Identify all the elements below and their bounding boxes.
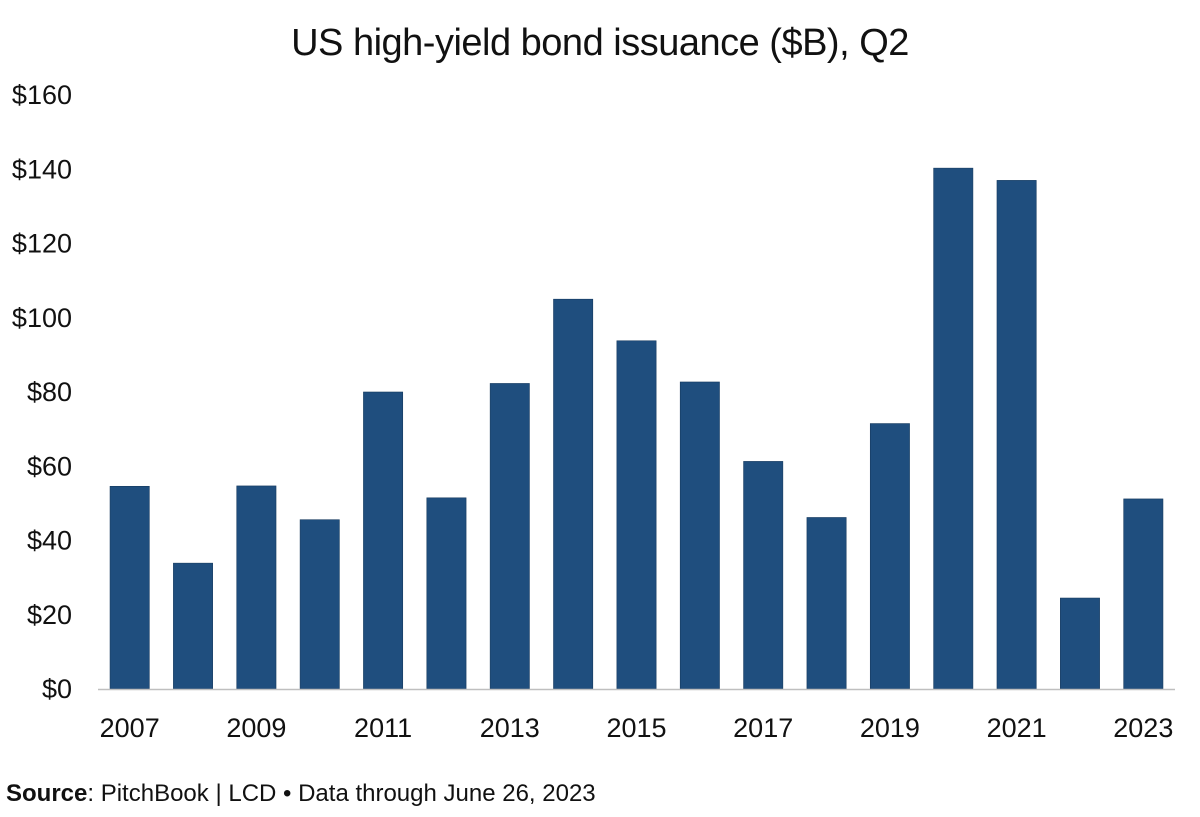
x-tick-label: 2011 [354,713,412,743]
y-tick-label: $40 [27,526,72,556]
chart-title: US high-yield bond issuance ($B), Q2 [291,22,909,64]
bar-2011 [363,391,404,690]
bar-2019 [869,423,910,690]
y-tick-label: $0 [42,674,72,704]
y-tick-label: $20 [27,600,72,630]
bar-2021 [996,180,1037,690]
bar-2022 [1060,597,1100,690]
x-tick-label: 2019 [860,713,920,743]
bar-2020 [933,167,974,690]
source-label: Source [6,780,88,807]
bar-2012 [426,497,467,690]
bar-2015 [616,340,657,690]
y-tick-label: $60 [27,451,72,481]
bar-2014 [553,298,594,690]
y-tick-label: $80 [27,377,72,407]
x-tick-label: 2013 [480,713,540,743]
bar-2010 [299,519,340,690]
y-axis: $0 $20 $40 $60 $80 $100 $120 $140 $160 [12,80,72,704]
x-tick-label: 2023 [1113,713,1173,743]
bars [109,167,1164,690]
x-tick-label: 2009 [226,713,286,743]
bar-2009 [236,485,277,690]
source-text: : PitchBook | LCD • Data through June 26… [87,780,596,807]
bar-2016 [679,381,720,690]
y-tick-label: $160 [12,80,72,110]
x-tick-label: 2021 [987,713,1047,743]
bar-2017 [743,461,784,690]
x-tick-label: 2015 [606,713,666,743]
x-axis: 2007 2009 2011 2013 2015 2017 2019 2021 2023 [98,688,1175,743]
bar-2013 [489,383,530,690]
bar-2018 [806,517,847,690]
x-tick-label: 2007 [100,713,160,743]
y-tick-label: $100 [12,303,72,333]
bar-2007 [109,485,150,690]
y-tick-label: $140 [12,154,72,184]
x-tick-label: 2017 [733,713,793,743]
source-note: Source: PitchBook | LCD • Data through J… [6,780,596,808]
bar-2023 [1123,498,1164,690]
y-tick-label: $120 [12,229,72,259]
bar-2008 [173,562,213,690]
